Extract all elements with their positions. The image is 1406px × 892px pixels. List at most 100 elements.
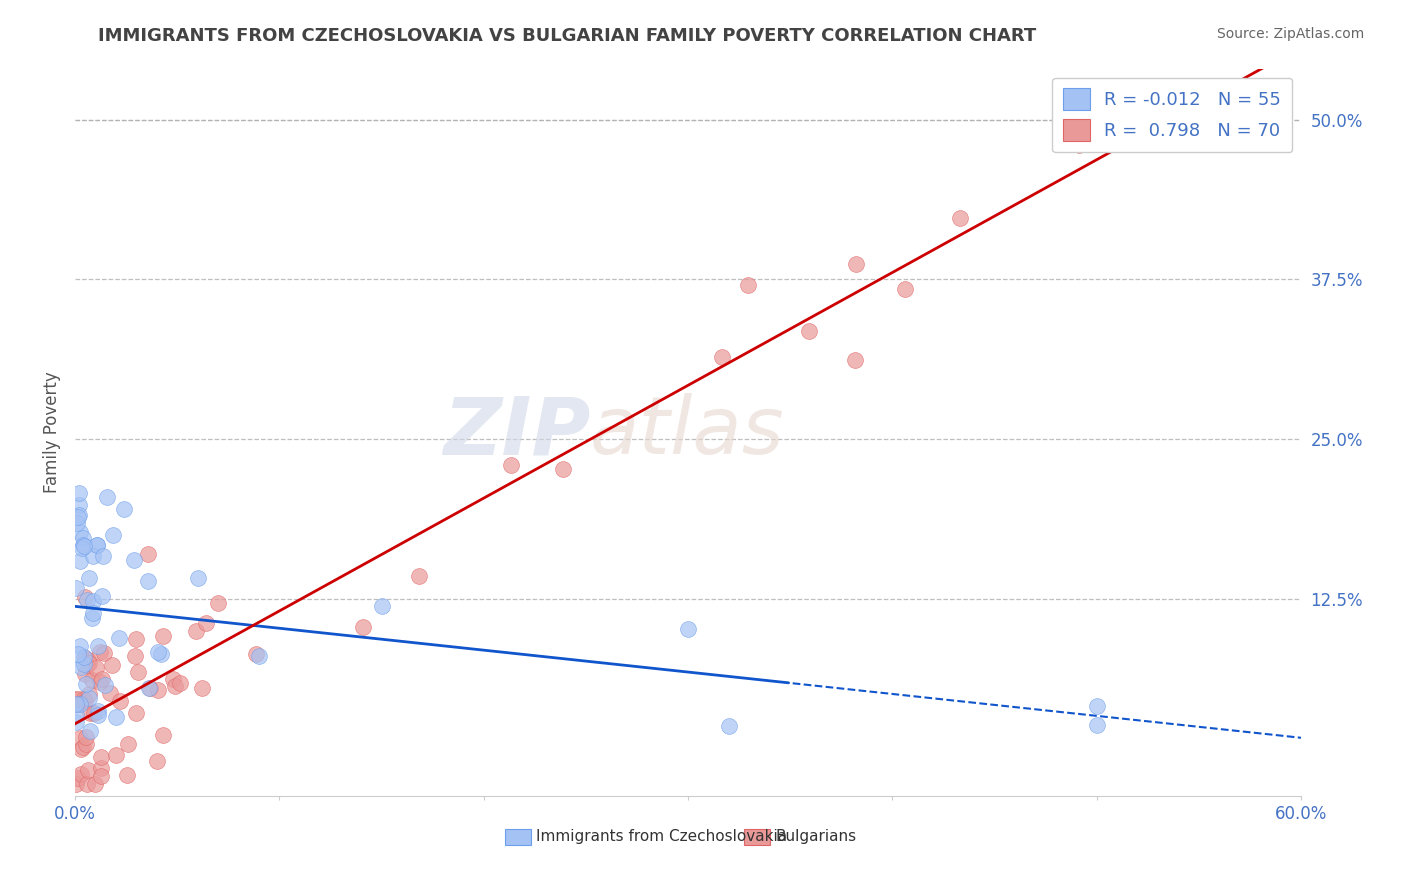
Point bbox=[893, 282, 915, 296]
Point bbox=[146, 754, 169, 768]
Point bbox=[90, 672, 112, 686]
Point bbox=[122, 552, 145, 566]
Point bbox=[247, 649, 270, 664]
Point bbox=[76, 658, 98, 673]
Point bbox=[75, 650, 97, 665]
Point bbox=[82, 594, 104, 608]
Point bbox=[73, 539, 96, 553]
Point bbox=[844, 352, 866, 367]
Point bbox=[75, 677, 97, 691]
Point bbox=[79, 724, 101, 739]
Point bbox=[139, 681, 162, 695]
Point bbox=[66, 697, 89, 711]
Point bbox=[69, 639, 91, 653]
Point bbox=[845, 257, 868, 271]
Point bbox=[124, 648, 146, 663]
Point bbox=[87, 639, 110, 653]
Point bbox=[717, 719, 740, 733]
Text: atlas: atlas bbox=[591, 393, 785, 472]
Point bbox=[69, 731, 91, 746]
Point bbox=[207, 596, 229, 610]
Point bbox=[149, 647, 172, 661]
Point bbox=[69, 524, 91, 539]
Point bbox=[187, 571, 209, 585]
Point bbox=[136, 548, 159, 562]
Point bbox=[72, 541, 94, 555]
Point bbox=[370, 599, 392, 613]
Point bbox=[66, 516, 89, 531]
Point bbox=[66, 647, 89, 661]
Point bbox=[104, 710, 127, 724]
Point bbox=[76, 777, 98, 791]
Point bbox=[710, 350, 733, 364]
Point bbox=[82, 606, 104, 620]
Point bbox=[65, 707, 87, 722]
Point bbox=[98, 685, 121, 699]
Point bbox=[79, 656, 101, 670]
Text: Bulgarians: Bulgarians bbox=[775, 829, 856, 844]
Point bbox=[138, 681, 160, 695]
Point bbox=[117, 737, 139, 751]
Point bbox=[152, 728, 174, 742]
Point bbox=[65, 697, 87, 711]
Point bbox=[90, 750, 112, 764]
Point bbox=[69, 698, 91, 712]
Point bbox=[80, 611, 103, 625]
Point bbox=[75, 731, 97, 745]
Point bbox=[70, 659, 93, 673]
Point bbox=[125, 632, 148, 646]
Point bbox=[73, 650, 96, 665]
Point bbox=[86, 537, 108, 551]
Point bbox=[86, 538, 108, 552]
Legend: R = -0.012   N = 55, R =  0.798   N = 70: R = -0.012 N = 55, R = 0.798 N = 70 bbox=[1052, 78, 1292, 153]
Point bbox=[124, 706, 146, 720]
Point bbox=[72, 739, 94, 754]
Point bbox=[76, 593, 98, 607]
Point bbox=[90, 590, 112, 604]
Point bbox=[67, 691, 90, 706]
Text: ZIP: ZIP bbox=[443, 393, 591, 472]
Point bbox=[190, 681, 212, 696]
Point bbox=[83, 777, 105, 791]
Point bbox=[93, 646, 115, 660]
Point bbox=[69, 742, 91, 756]
Point bbox=[73, 692, 96, 706]
Point bbox=[91, 549, 114, 563]
Point bbox=[184, 624, 207, 638]
Point bbox=[676, 622, 699, 636]
Point bbox=[136, 574, 159, 589]
Point bbox=[82, 549, 104, 563]
Point bbox=[408, 569, 430, 583]
Point bbox=[66, 771, 89, 785]
Point bbox=[75, 591, 97, 605]
Point bbox=[65, 777, 87, 791]
Point bbox=[737, 278, 759, 293]
Point bbox=[72, 538, 94, 552]
Text: Immigrants from Czechoslovakia: Immigrants from Czechoslovakia bbox=[536, 829, 787, 844]
Point bbox=[65, 692, 87, 706]
Point bbox=[949, 211, 972, 225]
Point bbox=[67, 498, 90, 512]
Point bbox=[148, 683, 170, 698]
Point bbox=[70, 767, 93, 781]
Point bbox=[165, 680, 187, 694]
Point bbox=[67, 510, 90, 524]
Point bbox=[1085, 718, 1108, 732]
Point bbox=[89, 645, 111, 659]
Point bbox=[146, 645, 169, 659]
Point bbox=[86, 704, 108, 718]
Point bbox=[797, 324, 820, 338]
Point bbox=[352, 620, 374, 634]
Point bbox=[73, 657, 96, 672]
Point bbox=[90, 761, 112, 775]
Point bbox=[499, 458, 522, 472]
Point bbox=[72, 531, 94, 545]
Point bbox=[108, 694, 131, 708]
Point bbox=[77, 763, 100, 777]
Point bbox=[101, 657, 124, 672]
Point bbox=[105, 748, 128, 763]
Point bbox=[79, 706, 101, 720]
Point bbox=[101, 527, 124, 541]
Point bbox=[67, 486, 90, 500]
Point bbox=[65, 581, 87, 595]
